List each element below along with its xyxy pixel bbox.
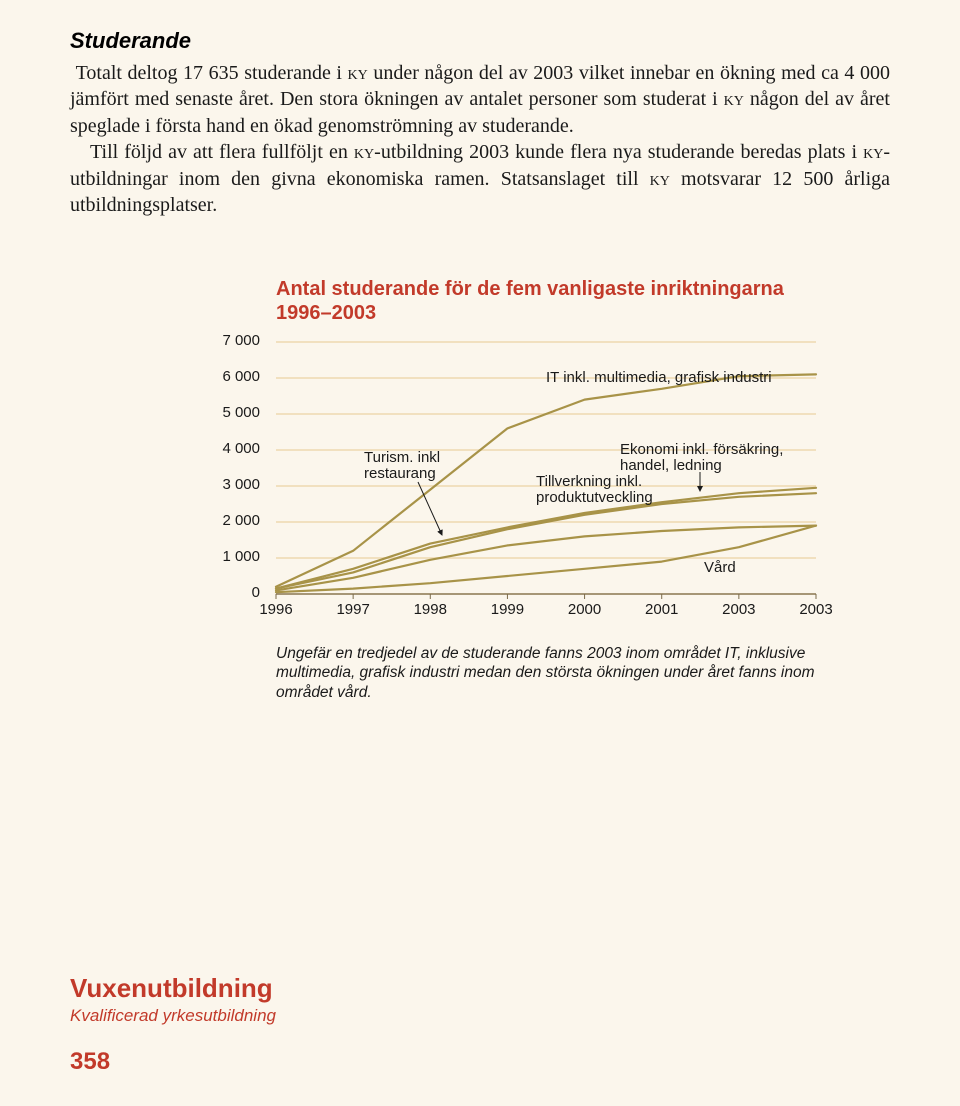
body-paragraph: Totalt deltog 17 635 studerande i ky und… [70, 60, 890, 218]
section-heading: Studerande [70, 28, 890, 54]
page-number: 358 [70, 1048, 276, 1076]
chart-container: Antal studerande för de fem vanligaste i… [200, 278, 840, 703]
x-axis-label: 2000 [560, 602, 610, 619]
y-axis-label: 6 000 [200, 369, 260, 386]
x-axis-label: 2001 [637, 602, 687, 619]
series-label: Turism. inklrestaurang [364, 450, 474, 483]
y-axis-label: 0 [200, 585, 260, 602]
x-axis-label: 1999 [482, 602, 532, 619]
series-label: IT inkl. multimedia, grafisk industri [546, 370, 826, 387]
y-axis-label: 3 000 [200, 477, 260, 494]
series-label: Ekonomi inkl. försäkring,handel, ledning [620, 442, 830, 475]
series-label: Tillverkning inkl.produktutveckling [536, 474, 716, 507]
y-axis-label: 5 000 [200, 405, 260, 422]
x-axis-label: 2003 [791, 602, 841, 619]
page-footer: Vuxenutbildning Kvalificerad yrkesutbild… [70, 973, 276, 1076]
line-chart: 0 1 000 2 000 3 000 4 000 5 000 6 000 7 000 1996… [200, 330, 840, 630]
chart-title: Antal studerande för de fem vanligaste i… [276, 278, 840, 325]
x-axis-label: 1997 [328, 602, 378, 619]
y-axis-label: 4 000 [200, 441, 260, 458]
series-label: Vård [704, 560, 764, 577]
chart-caption: Ungefär en tredjedel av de studerande fa… [276, 644, 816, 703]
y-axis-label: 2 000 [200, 513, 260, 530]
x-axis-label: 1996 [251, 602, 301, 619]
footer-title: Vuxenutbildning [70, 973, 276, 1004]
x-axis-label: 1998 [405, 602, 455, 619]
footer-subtitle: Kvalificerad yrkesutbildning [70, 1006, 276, 1026]
x-axis-label: 2003 [714, 602, 764, 619]
y-axis-label: 1 000 [200, 549, 260, 566]
y-axis-label: 7 000 [200, 333, 260, 350]
